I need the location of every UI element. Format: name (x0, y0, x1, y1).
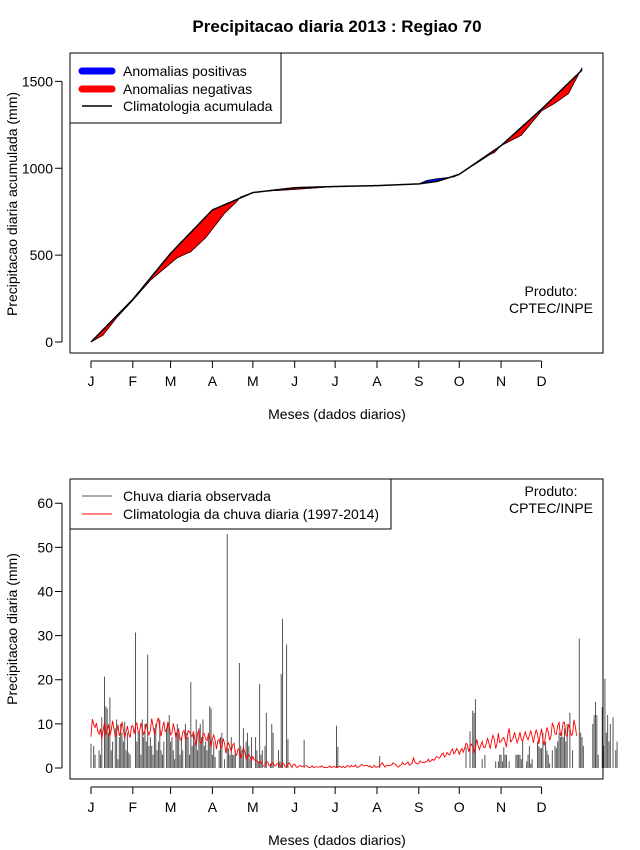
bottom-legend: Chuva diaria observada Climatologia da c… (69, 478, 392, 530)
top-legend: Anomalias positivas Anomalias negativas … (69, 52, 282, 124)
bottom-x-axis-label: Meses (dados diarios) (268, 832, 406, 848)
bottom-x-tick-label: A (372, 799, 382, 815)
bottom-y-tick-label: 0 (45, 760, 53, 776)
top-product-label: Produto: (525, 283, 578, 299)
top-x-tick-label: J (88, 373, 95, 389)
top-x-tick-label: J (291, 373, 298, 389)
top-plot-frame (69, 52, 604, 354)
top-y-tick-label: 1000 (22, 160, 53, 176)
top-chart: J F M A M J J A S O N D 0 500 1000 1500 Meses (dados di… (4, 52, 604, 422)
top-y-tick-label: 1500 (22, 73, 53, 89)
bottom-x-tick-label: J (88, 799, 95, 815)
bottom-x-tick-label: S (414, 799, 423, 815)
bottom-legend-box (69, 478, 392, 530)
legend-label-accumulated-climatology: Climatologia acumulada (123, 98, 273, 114)
bottom-product-label: Produto: (525, 483, 578, 499)
top-x-tick-label: N (496, 373, 506, 389)
bottom-x-tick-label: N (496, 799, 506, 815)
rain-climatology-line (90, 717, 578, 769)
top-x-tick-label: S (414, 373, 423, 389)
top-y-tick-label: 500 (30, 247, 54, 263)
chart-title: Precipitacao diaria 2013 : Regiao 70 (192, 17, 481, 36)
bottom-y-tick-label: 50 (37, 539, 53, 555)
top-x-tick-label: A (208, 373, 218, 389)
bottom-chart-marks (90, 534, 618, 769)
top-y-tick-label: 0 (45, 334, 53, 350)
bottom-x-tick-label: A (208, 799, 218, 815)
top-product-source: CPTEC/INPE (509, 300, 593, 316)
bottom-chart: J F M A M J J A S O N D 0 10 20 30 40 50 60 Meses (dados d… (4, 478, 618, 848)
bottom-y-tick-label: 20 (37, 672, 53, 688)
bottom-x-tick-label: J (291, 799, 298, 815)
bottom-x-tick-label: F (129, 799, 138, 815)
bottom-y-tick-label: 30 (37, 628, 53, 644)
top-chart-axes: J F M A M J J A S O N D 0 500 1000 1500 (22, 73, 547, 389)
bottom-chart-axes: J F M A M J J A S O N D 0 10 20 30 40 50 60 (37, 495, 546, 815)
climatology-accumulated-line (90, 69, 583, 343)
bottom-y-axis-label: Precipitacao diaria (mm) (4, 553, 20, 705)
bottom-y-tick-label: 10 (37, 716, 53, 732)
top-x-tick-label: M (165, 373, 177, 389)
bottom-y-tick-label: 60 (37, 495, 53, 511)
bottom-x-tick-label: J (332, 799, 339, 815)
legend-label-negative-anomalies: Anomalias negativas (123, 81, 252, 97)
top-x-tick-label: D (536, 373, 546, 389)
bottom-y-tick-label: 40 (37, 583, 53, 599)
legend-label-positive-anomalies: Anomalias positivas (123, 63, 247, 79)
legend-label-rain-climatology: Climatologia da chuva diaria (1997-2014) (123, 506, 379, 522)
top-x-tick-label: J (332, 373, 339, 389)
top-x-tick-label: A (372, 373, 382, 389)
top-x-tick-label: M (247, 373, 259, 389)
top-y-axis-label: Precipitacao diaria acumulada (mm) (4, 92, 20, 316)
bottom-x-tick-label: M (247, 799, 259, 815)
bottom-x-tick-label: O (454, 799, 465, 815)
top-x-tick-label: O (454, 373, 465, 389)
bottom-product-source: CPTEC/INPE (509, 500, 593, 516)
top-chart-marks (90, 67, 583, 343)
top-x-tick-label: F (129, 373, 138, 389)
legend-label-observed-rain: Chuva diaria observada (123, 488, 271, 504)
bottom-x-tick-label: D (536, 799, 546, 815)
top-x-axis-label: Meses (dados diarios) (268, 406, 406, 422)
bottom-x-tick-label: M (165, 799, 177, 815)
